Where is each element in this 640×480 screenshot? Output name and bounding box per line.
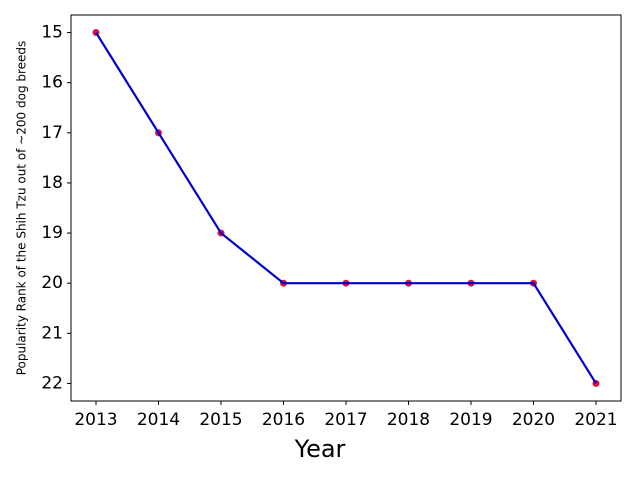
y-tick-label: 17 [41, 123, 63, 143]
y-tick-label: 21 [41, 323, 63, 343]
plot-frame [70, 14, 622, 402]
y-axis-label: Popularity Rank of the Shih Tzu out of ~… [15, 41, 29, 376]
x-tick-label: 2020 [512, 410, 555, 430]
x-tick-label: 2017 [324, 410, 367, 430]
y-tick-label: 20 [41, 273, 63, 293]
x-tick-label: 2015 [199, 410, 242, 430]
x-tick-label: 2016 [262, 410, 305, 430]
x-tick-label: 2014 [137, 410, 180, 430]
y-tick-label: 19 [41, 223, 63, 243]
x-tick-label: 2021 [574, 410, 617, 430]
y-tick-label: 22 [41, 373, 63, 393]
y-tick-label: 18 [41, 173, 63, 193]
series-line [95, 31, 597, 385]
y-tick-label: 15 [41, 23, 63, 43]
y-tick-label: 16 [41, 73, 63, 93]
x-tick-label: 2013 [74, 410, 117, 430]
x-axis-label: Year [294, 435, 346, 463]
x-tick-label: 2019 [449, 410, 492, 430]
x-tick-label: 2018 [387, 410, 430, 430]
